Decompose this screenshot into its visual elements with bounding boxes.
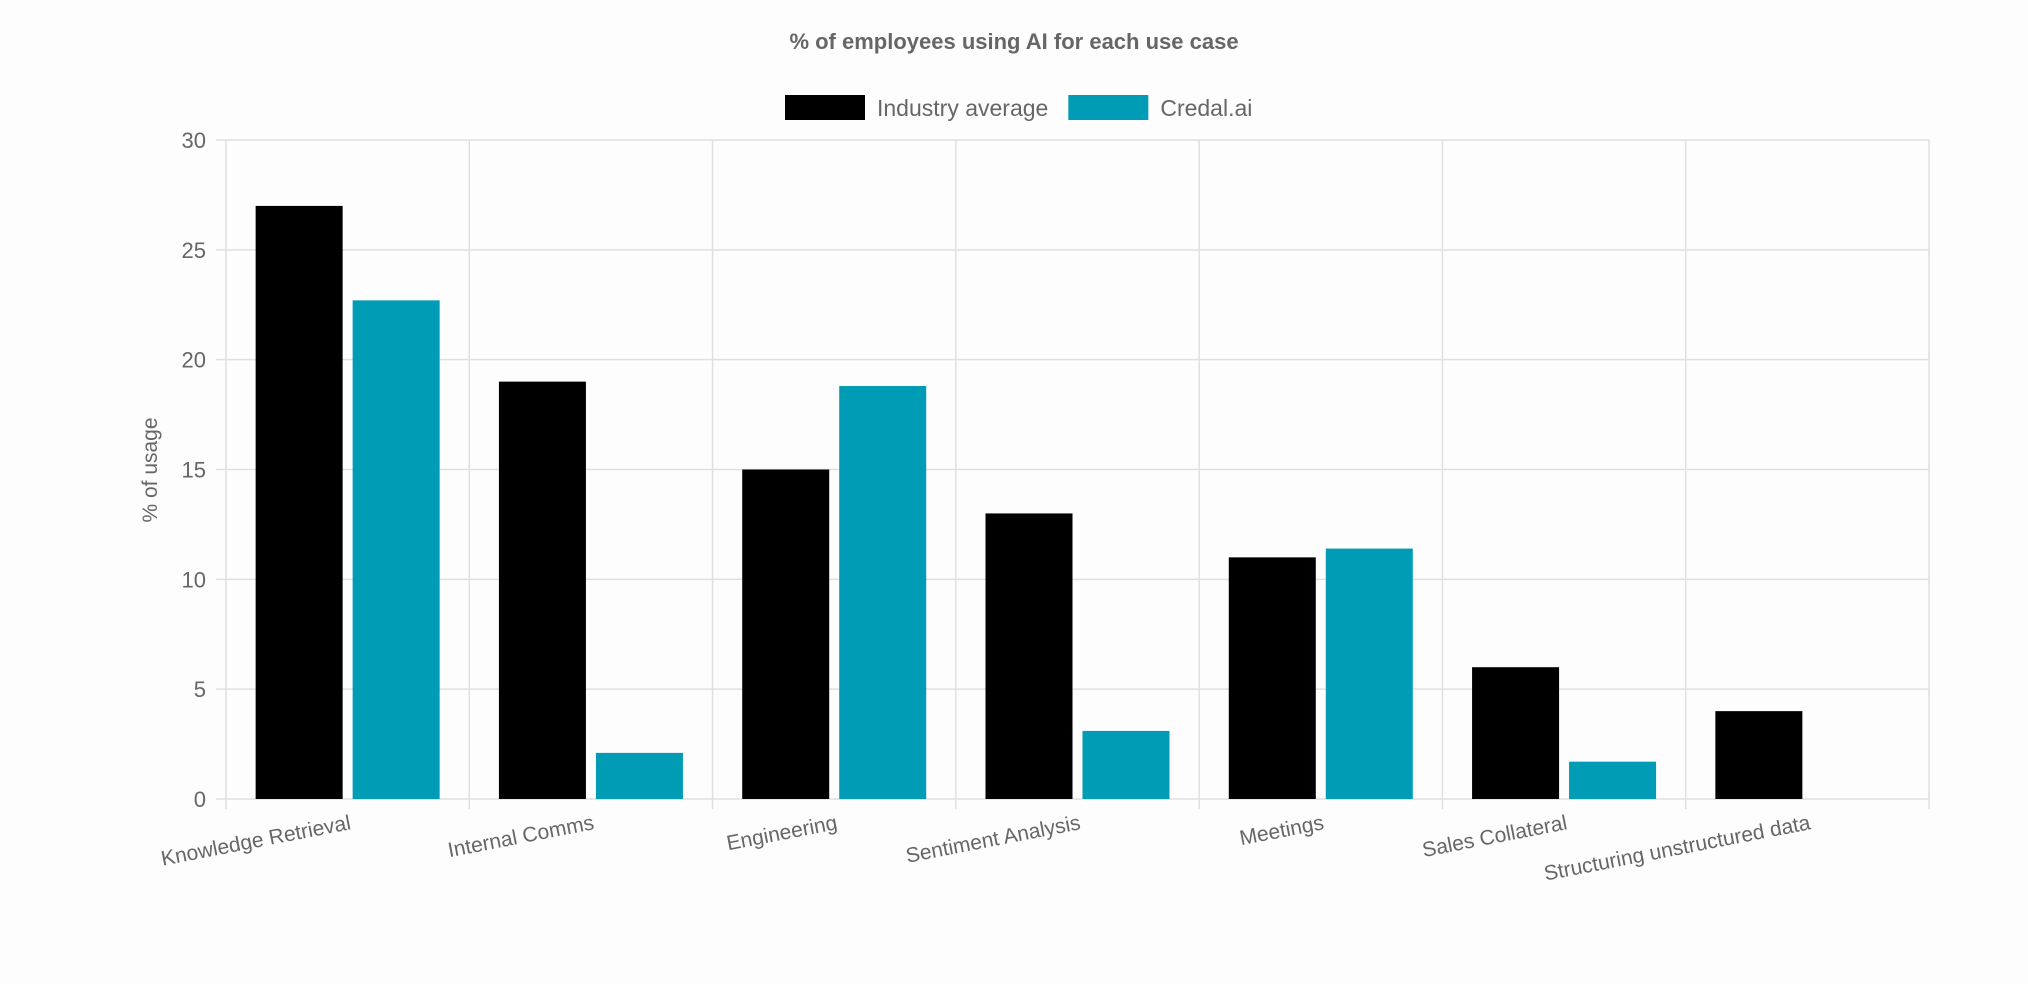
y-tick-label: 20	[182, 348, 206, 373]
x-tick-label: Engineering	[725, 811, 839, 855]
legend-label: Industry average	[877, 95, 1048, 121]
bar-industry-average-sales-collateral[interactable]	[1472, 667, 1560, 799]
legend-swatch	[785, 95, 865, 120]
x-tick-label: Structuring unstructured data	[1542, 811, 1813, 885]
x-tick-label: Sales Collateral	[1420, 811, 1569, 862]
chart-title: % of employees using AI for each use cas…	[789, 29, 1238, 54]
bar-industry-average-structuring-unstructured-data[interactable]	[1715, 711, 1803, 799]
legend: Industry average Credal.ai	[785, 95, 1252, 121]
bar-industry-average-meetings[interactable]	[1228, 557, 1316, 799]
bar-credal-ai-engineering[interactable]	[839, 386, 927, 799]
bar-industry-average-internal-comms[interactable]	[498, 381, 586, 799]
bar-industry-average-knowledge-retrieval[interactable]	[255, 205, 343, 799]
legend-item[interactable]: Industry average	[785, 95, 1048, 121]
y-tick-label: 30	[182, 128, 206, 153]
bar-credal-ai-internal-comms[interactable]	[595, 752, 683, 799]
x-tick-label: Knowledge Retrieval	[159, 811, 352, 870]
y-axis-label: % of usage	[139, 417, 162, 522]
y-tick-label: 25	[182, 238, 206, 263]
bar-credal-ai-sales-collateral[interactable]	[1569, 761, 1657, 799]
x-tick-label: Sentiment Analysis	[904, 811, 1083, 867]
legend-item[interactable]: Credal.ai	[1068, 95, 1252, 121]
bar-industry-average-engineering[interactable]	[742, 469, 830, 800]
bar-credal-ai-sentiment-analysis[interactable]	[1082, 730, 1170, 799]
legend-swatch	[1068, 95, 1149, 120]
y-tick-label: 15	[182, 458, 206, 483]
x-tick-label: Internal Comms	[446, 811, 596, 862]
bar-industry-average-sentiment-analysis[interactable]	[985, 513, 1073, 799]
bar-credal-ai-knowledge-retrieval[interactable]	[352, 300, 440, 799]
bar-credal-ai-meetings[interactable]	[1325, 548, 1413, 799]
y-tick-label: 0	[194, 787, 206, 812]
y-tick-label: 5	[194, 677, 206, 702]
y-tick-label: 10	[182, 567, 206, 592]
legend-label: Credal.ai	[1160, 95, 1252, 121]
x-tick-label: Meetings	[1238, 811, 1326, 850]
